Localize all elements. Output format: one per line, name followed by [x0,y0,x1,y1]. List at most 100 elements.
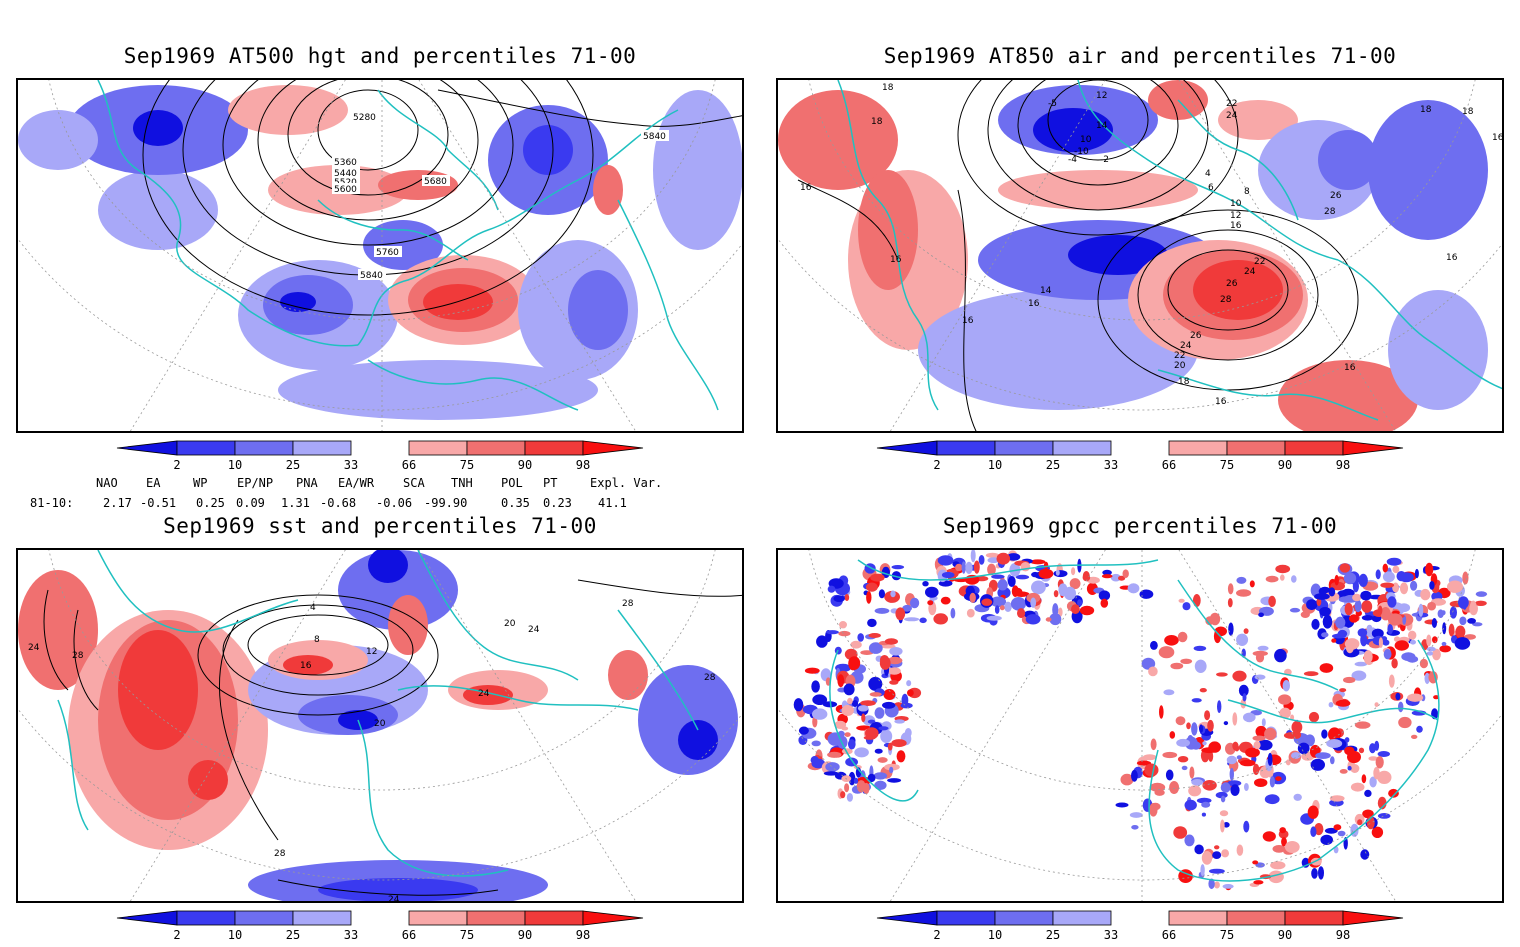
contour-label: 12 [366,647,377,657]
precip-percentile-blob [1326,739,1343,748]
contour-label: 16 [1446,253,1458,263]
precip-percentile-blob [1071,567,1076,576]
colorbar-segment [466,910,526,926]
colorbar-segment [1226,440,1286,456]
precip-percentile-blob [1293,793,1302,801]
precip-percentile-blob [825,630,839,635]
precip-percentile-blob [1188,785,1202,797]
precip-percentile-blob [874,607,890,614]
precip-percentile-blob [837,730,845,738]
precip-percentile-blob [844,594,850,601]
precip-percentile-blob [1467,618,1476,624]
precip-percentile-blob [1307,805,1319,819]
contour-label: 24 [528,625,540,635]
precip-percentile-blob [1282,680,1290,692]
colorbar-tick-label: 25 [286,458,300,472]
precip-percentile-blob [841,705,854,716]
precip-percentile-blob [922,581,929,587]
precip-percentile-blob [1360,849,1370,860]
colorbar-segment [1226,910,1286,926]
precip-percentile-blob [853,777,859,784]
precip-percentile-blob [856,780,866,793]
precip-percentile-blob [1254,778,1268,787]
colorbar-arrow-low [876,910,938,926]
colorbar-tick-label: 10 [228,458,242,472]
precip-percentile-blob [1407,693,1424,702]
precip-percentile-blob [1217,700,1222,713]
precip-percentile-blob [1118,575,1126,581]
precip-percentile-blob [1462,571,1469,585]
precip-percentile-blob [1369,743,1376,754]
precip-percentile-blob [1363,650,1373,664]
precip-percentile-blob [1255,725,1267,738]
precip-percentile-blob [1200,864,1205,877]
precip-percentile-blob [1324,827,1338,834]
precip-percentile-blob [1388,788,1399,798]
precip-percentile-blob [1380,607,1391,621]
precip-percentile-blob [812,694,828,705]
colorbar-tick-label: 25 [286,928,300,942]
contour-label: 24 [1244,267,1256,277]
index-value: 1.31 [281,496,310,510]
precip-percentile-blob [891,739,907,748]
precip-percentile-blob [1193,645,1207,651]
colorbar-tick-label: 2 [173,928,180,942]
precip-percentile-blob [1333,824,1342,831]
graticule [778,550,1502,901]
precip-percentile-blob [1274,648,1287,663]
precip-percentile-blob [896,750,906,763]
precip-percentile-blob [1261,718,1266,727]
precip-percentile-blob [1408,630,1417,640]
index-header: NAO [96,476,118,490]
precip-percentile-blob [847,697,853,705]
precip-percentile-blob [1354,599,1362,613]
precip-percentile-blob [1169,731,1176,739]
precip-percentile-blob [1017,598,1025,604]
contour-label: 16 [1028,299,1040,309]
height-contours [142,80,742,316]
precip-percentile-blob [833,595,845,603]
precip-percentile-blob [1374,702,1379,707]
index-value: -0.51 [140,496,177,510]
precip-percentile-blob [1150,640,1158,650]
precip-percentile-blob [1352,579,1359,593]
precip-percentile-blob [1310,758,1325,771]
contour-label: -4 [1068,155,1077,165]
precip-percentile-blob [1236,576,1247,584]
index-header: WP [193,476,208,490]
precip-percentile-blob [1017,608,1026,619]
precip-percentile-blob [1253,741,1261,750]
precip-percentile-blob [1199,688,1207,693]
precip-percentile-blob [1279,707,1291,719]
precip-percentile-blob [999,605,1005,611]
precip-percentile-blob [866,591,872,604]
precip-percentile-blob [1201,747,1217,754]
precip-percentile-blob [851,700,859,707]
precip-percentile-blob [1352,593,1362,602]
precip-percentile-blob [1144,763,1159,777]
precip-percentile-blob [1410,639,1416,645]
precip-percentile-blob [1120,773,1134,786]
precip-percentile-blob [1354,661,1368,667]
precip-percentile-blob [1236,844,1244,856]
percentile-shading [778,80,1488,431]
precip-percentile-blob [966,608,975,618]
precip-percentile-blob [1319,663,1334,673]
precip-percentile-blob [1058,607,1063,617]
precip-percentile-blob [1339,563,1351,573]
precip-percentile-blob [1280,574,1285,581]
panel-title-850air: Sep1969 AT850 air and percentiles 71-00 [883,44,1397,68]
precip-percentile-blob [1319,606,1331,617]
precip-percentile-blob [978,555,985,565]
precip-percentile-blob [1330,756,1335,765]
index-row-label: 81-10: [30,496,74,510]
colorbar-segment [466,440,526,456]
precip-percentile-blob [1262,831,1276,842]
precip-percentile-blob [1255,652,1265,663]
precip-percentile-blob [1227,598,1233,608]
precip-percentile-blob [1220,819,1225,833]
colorbar-tick-label: 75 [460,458,474,472]
precip-percentile-blob [1386,557,1402,566]
contour-label: 4 [310,603,316,613]
precip-percentile-blob [1052,603,1059,617]
